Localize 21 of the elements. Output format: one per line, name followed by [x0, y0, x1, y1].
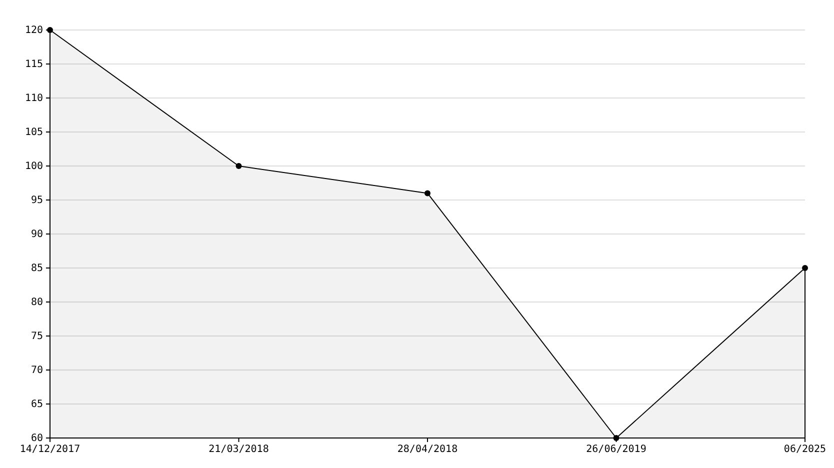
y-tick-label: 75	[30, 331, 43, 342]
y-tick-label: 70	[30, 365, 43, 376]
y-tick-label: 100	[24, 161, 43, 172]
y-tick-label: 80	[30, 297, 43, 308]
y-tick-label: 60	[30, 433, 43, 444]
y-tick-label: 115	[24, 59, 43, 70]
y-tick-label: 65	[30, 399, 43, 410]
x-tick-label: 14/12/2017	[20, 444, 80, 456]
y-tick-label: 85	[30, 263, 43, 274]
x-tick-label: 21/03/2018	[208, 444, 269, 456]
y-tick-label: 120	[24, 25, 43, 36]
y-tick-label: 105	[24, 127, 43, 138]
x-tick-label: 28/04/2018	[397, 444, 458, 456]
y-tick-label: 90	[30, 229, 43, 240]
point	[236, 163, 242, 169]
point	[802, 265, 808, 271]
y-tick-label: 110	[24, 93, 43, 104]
x-tick-label: 26/06/2019	[586, 444, 646, 456]
y-tick-label: 95	[30, 195, 43, 206]
x-tick-label: 06/2025	[784, 444, 826, 456]
point	[424, 190, 430, 196]
